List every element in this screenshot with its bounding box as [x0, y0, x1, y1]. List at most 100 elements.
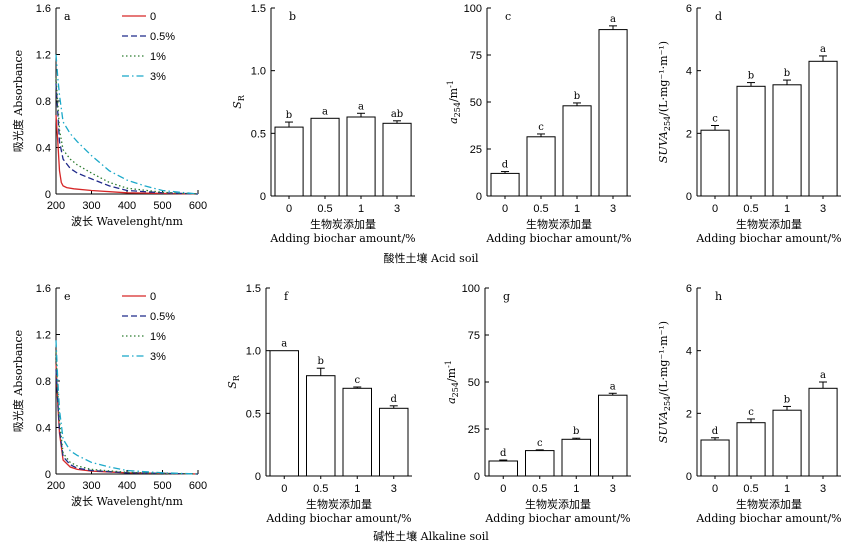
y-tick-label-h: 6 [686, 283, 692, 295]
x-tick-label-f-2: 1 [354, 483, 360, 495]
y-axis-label-f: SR [226, 374, 241, 389]
x-tick-label-e: 300 [82, 480, 100, 492]
x-axis-label-en-b: Adding biochar amount/% [269, 232, 415, 245]
x-axis-label-cn-d: 生物炭添加量 [736, 217, 802, 231]
x-axis-label-cn-b: 生物炭添加量 [310, 217, 376, 231]
x-tick-label-d-0: 0 [712, 203, 718, 215]
y-axis-label-part: -1 [444, 360, 453, 368]
significance-letter-b-1: a [322, 106, 328, 117]
y-axis-label-part: S [231, 101, 244, 109]
x-tick-label-h-0: 0 [712, 483, 718, 495]
y-tick-label-g: 25 [468, 424, 480, 436]
x-tick-label-f-0: 0 [281, 483, 287, 495]
series-line-e-3 [55, 340, 199, 475]
x-tick-label-d-2: 1 [784, 203, 790, 215]
caption-alkaline: 碱性土壤 Alkaline soil [373, 529, 489, 543]
legend-label-a-3: 3% [150, 71, 166, 83]
x-tick-label-b-1: 0.5 [317, 203, 332, 215]
panel-label-c: c [505, 10, 511, 23]
y-axis-label-part: /(L·mg⁻¹·m⁻¹) [657, 321, 670, 396]
y-tick-label-a: 1.6 [36, 3, 51, 15]
y-axis-label-a: 吸光度 Absorbance [11, 50, 25, 152]
y-axis-label-part: /m [447, 87, 460, 102]
bar-d-1 [736, 85, 766, 197]
y-axis-label-g: a254/m-1 [444, 360, 460, 404]
y-tick-label-d: 4 [686, 66, 692, 78]
y-axis-label-part: a [445, 397, 458, 404]
y-axis-label-part: R [232, 374, 241, 381]
y-axis-label-part: R [237, 94, 246, 101]
series-line-e-2 [55, 351, 199, 475]
bar-h-3 [808, 387, 838, 477]
y-tick-label-g: 0 [474, 471, 480, 483]
y-tick-label-g: 75 [468, 330, 480, 342]
bar-b-2 [346, 116, 376, 197]
y-tick-label-g: 100 [462, 283, 480, 295]
x-axis-label-en-c: Adding biochar amount/% [485, 232, 631, 245]
significance-letter-c-0: d [502, 160, 509, 171]
x-axis-label-cn-c: 生物炭添加量 [526, 217, 592, 231]
y-tick-label-f: 0 [255, 471, 261, 483]
significance-letter-d-0: c [712, 114, 718, 125]
x-tick-label-e: 500 [153, 480, 171, 492]
significance-letter-b-3: ab [391, 109, 403, 120]
x-tick-label-a: 200 [47, 200, 65, 212]
x-tick-label-a: 400 [118, 200, 136, 212]
x-axis-label-cn-h: 生物炭添加量 [736, 497, 802, 511]
panel-label-h: h [715, 290, 722, 303]
x-tick-label-c-1: 0.5 [533, 203, 548, 215]
legend-label-e-3: 3% [150, 351, 166, 363]
bar-c-1 [526, 136, 556, 197]
y-tick-label-c: 0 [476, 191, 482, 203]
bar-c-2 [562, 105, 592, 197]
x-tick-label-e: 400 [118, 480, 136, 492]
y-tick-label-c: 50 [470, 97, 482, 109]
significance-letter-h-0: d [712, 426, 719, 437]
panel-e: 0 0.4 0.8 1.2 1.6 200 300 400 500 600 波长 Wavelengh… [11, 283, 207, 508]
y-tick-label-b: 1.5 [251, 3, 266, 15]
significance-letter-f-2: c [354, 375, 360, 386]
significance-letter-c-1: c [538, 122, 544, 133]
y-tick-label-f: 1.5 [246, 283, 261, 295]
x-tick-label-a: 500 [153, 200, 171, 212]
legend-label-a-2: 1% [150, 51, 166, 63]
y-axis-label-part: /m [445, 367, 458, 382]
significance-letter-c-2: b [574, 91, 580, 102]
bar-d-0 [700, 129, 730, 197]
y-tick-label-h: 4 [686, 346, 692, 358]
x-tick-label-f-3: 3 [391, 483, 397, 495]
x-tick-label-b-2: 1 [358, 203, 364, 215]
bar-f-0 [269, 350, 299, 477]
x-tick-label-c-2: 1 [574, 203, 580, 215]
bar-h-1 [736, 422, 766, 477]
y-tick-label-d: 2 [686, 128, 692, 140]
panel-label-f: f [284, 290, 289, 303]
y-axis-label-part: 254 [451, 382, 460, 397]
x-tick-label-g-0: 0 [500, 483, 506, 495]
y-axis-label-b: SR [231, 94, 246, 109]
x-axis-label-e: 波长 Wavelenght/nm [71, 495, 184, 508]
significance-letter-g-2: b [573, 426, 579, 437]
panel-label-e: e [64, 290, 71, 303]
significance-letter-g-1: c [537, 438, 543, 449]
y-tick-label-h: 2 [686, 408, 692, 420]
y-tick-label-g: 50 [468, 377, 480, 389]
y-axis-label-part: /(L·mg⁻¹·m⁻¹) [657, 41, 670, 116]
y-tick-label-e: 1.6 [36, 283, 51, 295]
x-tick-label-g-1: 0.5 [532, 483, 547, 495]
bar-c-0 [490, 172, 520, 197]
bar-b-0 [274, 126, 304, 197]
bar-h-2 [772, 409, 802, 477]
y-tick-label-c: 25 [470, 144, 482, 156]
y-tick-label-d: 0 [686, 191, 692, 203]
significance-letter-f-3: d [391, 394, 398, 405]
y-tick-label-e: 0 [45, 469, 51, 481]
y-tick-label-d: 6 [686, 3, 692, 15]
legend-label-e-2: 1% [150, 331, 166, 343]
series-line-e-1 [55, 369, 199, 475]
significance-letter-g-0: d [500, 448, 507, 459]
